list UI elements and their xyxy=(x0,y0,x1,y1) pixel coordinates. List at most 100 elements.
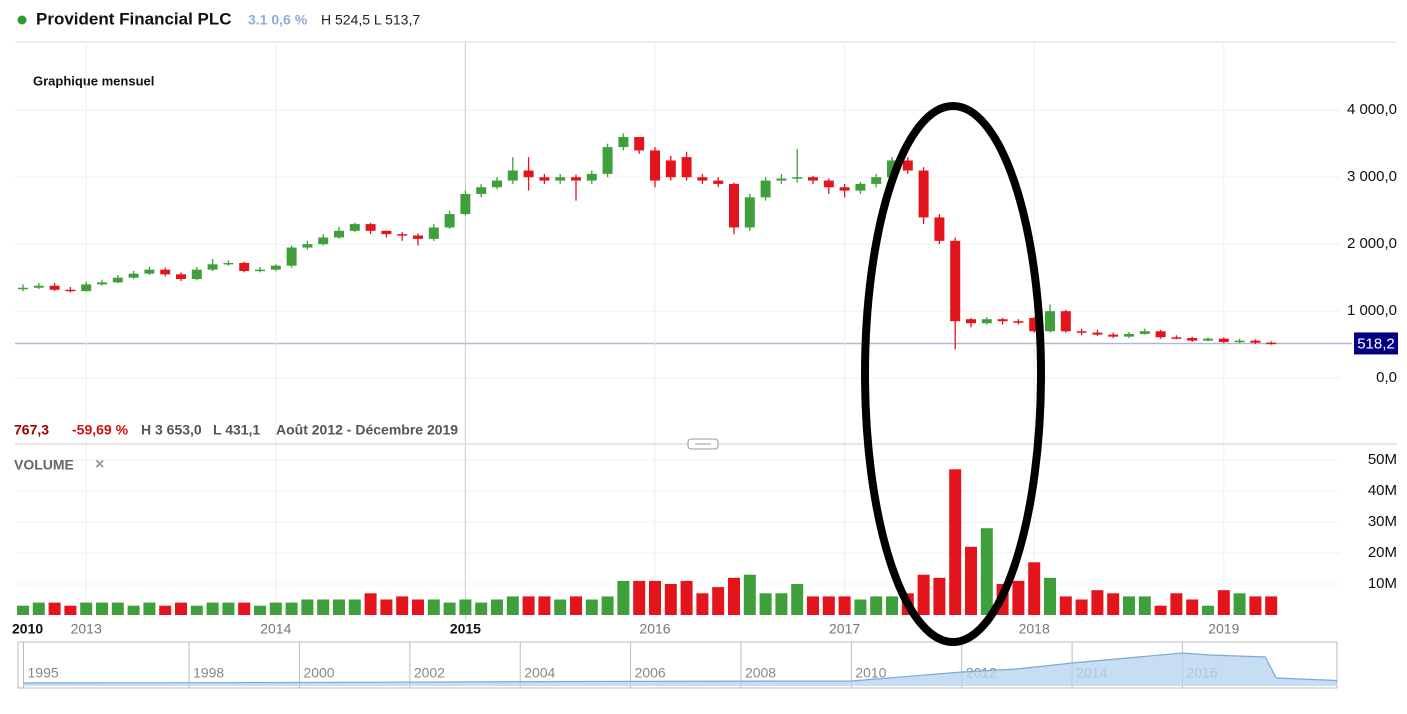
candle-body xyxy=(176,274,186,280)
candle-body xyxy=(966,319,976,324)
navigator-label: 1995 xyxy=(28,665,59,681)
stat-last: 767,3 xyxy=(14,422,49,438)
volume-bar xyxy=(364,593,377,615)
candle-body xyxy=(18,287,28,290)
volume-bar xyxy=(1075,599,1088,615)
candle-body xyxy=(334,230,344,238)
volume-bar xyxy=(222,602,235,615)
volume-bar xyxy=(238,602,251,615)
x-tick-label: 2016 xyxy=(639,621,670,637)
navigator-label: 1998 xyxy=(193,665,224,681)
volume-bar xyxy=(838,596,851,615)
volume-bar xyxy=(269,602,282,615)
volume-bar xyxy=(317,599,330,615)
stat-period: Août 2012 - Décembre 2019 xyxy=(276,422,458,438)
y-tick-label: 30M xyxy=(1368,513,1397,530)
volume-bar xyxy=(175,602,187,615)
volume-bar xyxy=(822,596,835,615)
volume-close[interactable]: × xyxy=(95,456,104,473)
volume-bar xyxy=(190,605,203,615)
candle-body xyxy=(1218,338,1229,342)
candle-body xyxy=(318,237,329,245)
volume-bar xyxy=(570,596,582,615)
candle-body xyxy=(1029,317,1040,332)
change: 3.1 0,6 % xyxy=(248,12,308,28)
candle-body xyxy=(871,177,882,184)
volume-bar xyxy=(1123,596,1135,615)
candle-body xyxy=(539,177,550,181)
y-tick-label: 3 000,0 xyxy=(1347,168,1397,185)
candle-body xyxy=(507,170,518,181)
candle-body xyxy=(855,183,866,191)
volume-bar xyxy=(1091,590,1104,615)
x-tick-label: 2013 xyxy=(71,621,102,637)
volume-bar xyxy=(159,605,172,615)
candle-body xyxy=(381,230,392,235)
candle-body xyxy=(950,240,961,322)
volume-bar xyxy=(854,599,867,615)
volume-title: VOLUME xyxy=(14,457,74,473)
candle-body xyxy=(428,227,439,239)
grid: 0,0 1 000,0 2 000,0 3 000,0 4 000,0 10M 20M 30M… xyxy=(12,42,1397,637)
x-tick-label: 2019 xyxy=(1208,621,1239,637)
candle-body xyxy=(523,170,534,178)
volume-bar xyxy=(1249,596,1262,615)
volume-bar xyxy=(886,596,898,615)
candle-body xyxy=(997,319,1008,322)
candle-body xyxy=(49,285,60,290)
candle-body xyxy=(1124,333,1134,337)
volume-bar xyxy=(380,599,393,615)
candle-body xyxy=(760,180,771,198)
navigator-label: 2006 xyxy=(635,665,666,681)
volume-bar xyxy=(96,602,108,615)
volume-bar xyxy=(1138,596,1151,615)
candle-body xyxy=(239,262,250,271)
candle-body xyxy=(1076,331,1087,333)
volume-bar xyxy=(285,602,298,615)
navigator-area xyxy=(23,653,1338,686)
candle-body xyxy=(223,262,234,265)
candle-body xyxy=(808,177,818,181)
volume-bar xyxy=(443,602,456,615)
stat-low: L 431,1 xyxy=(213,422,260,438)
candle-body xyxy=(207,264,218,270)
volume-bar xyxy=(206,602,219,615)
candle-body xyxy=(902,160,913,171)
chart-title: Provident Financial PLC xyxy=(36,9,232,28)
volume-bar xyxy=(522,596,535,615)
candle-body xyxy=(571,177,581,181)
candle-body xyxy=(618,137,629,148)
candle-body xyxy=(887,160,897,178)
volume-bar xyxy=(1265,596,1278,615)
y-tick-label: 20M xyxy=(1368,544,1397,561)
candle-body xyxy=(634,137,645,151)
y-tick-label: 2 000,0 xyxy=(1347,235,1397,252)
candle-body xyxy=(586,173,597,181)
candle-body xyxy=(65,289,76,292)
volume-bar xyxy=(1044,577,1056,615)
volume-bar xyxy=(1154,605,1167,615)
candle-body xyxy=(1013,321,1024,323)
candle-body xyxy=(555,177,566,181)
volume-bar xyxy=(1202,605,1214,615)
volume-bar xyxy=(759,593,772,615)
annotation-ellipse xyxy=(861,102,1045,646)
volume-bar xyxy=(933,577,946,615)
stat-change: -59,69 % xyxy=(72,422,129,438)
volume-bar xyxy=(1059,596,1072,615)
volume-bar xyxy=(1028,562,1041,615)
volume-bar xyxy=(743,574,756,615)
volume-bar xyxy=(1107,593,1120,615)
navigator-label: 2000 xyxy=(303,665,334,681)
volume-bar xyxy=(633,580,646,615)
candle-body xyxy=(981,319,992,324)
candle-body xyxy=(792,177,803,179)
candle-body xyxy=(776,178,787,181)
candle-body xyxy=(823,180,834,188)
volume-bar xyxy=(143,602,156,615)
volume-bar xyxy=(680,580,693,615)
x-edge-label: 2010 xyxy=(12,621,43,637)
candle-body xyxy=(1045,311,1055,332)
navigator-label: 2004 xyxy=(524,665,555,681)
